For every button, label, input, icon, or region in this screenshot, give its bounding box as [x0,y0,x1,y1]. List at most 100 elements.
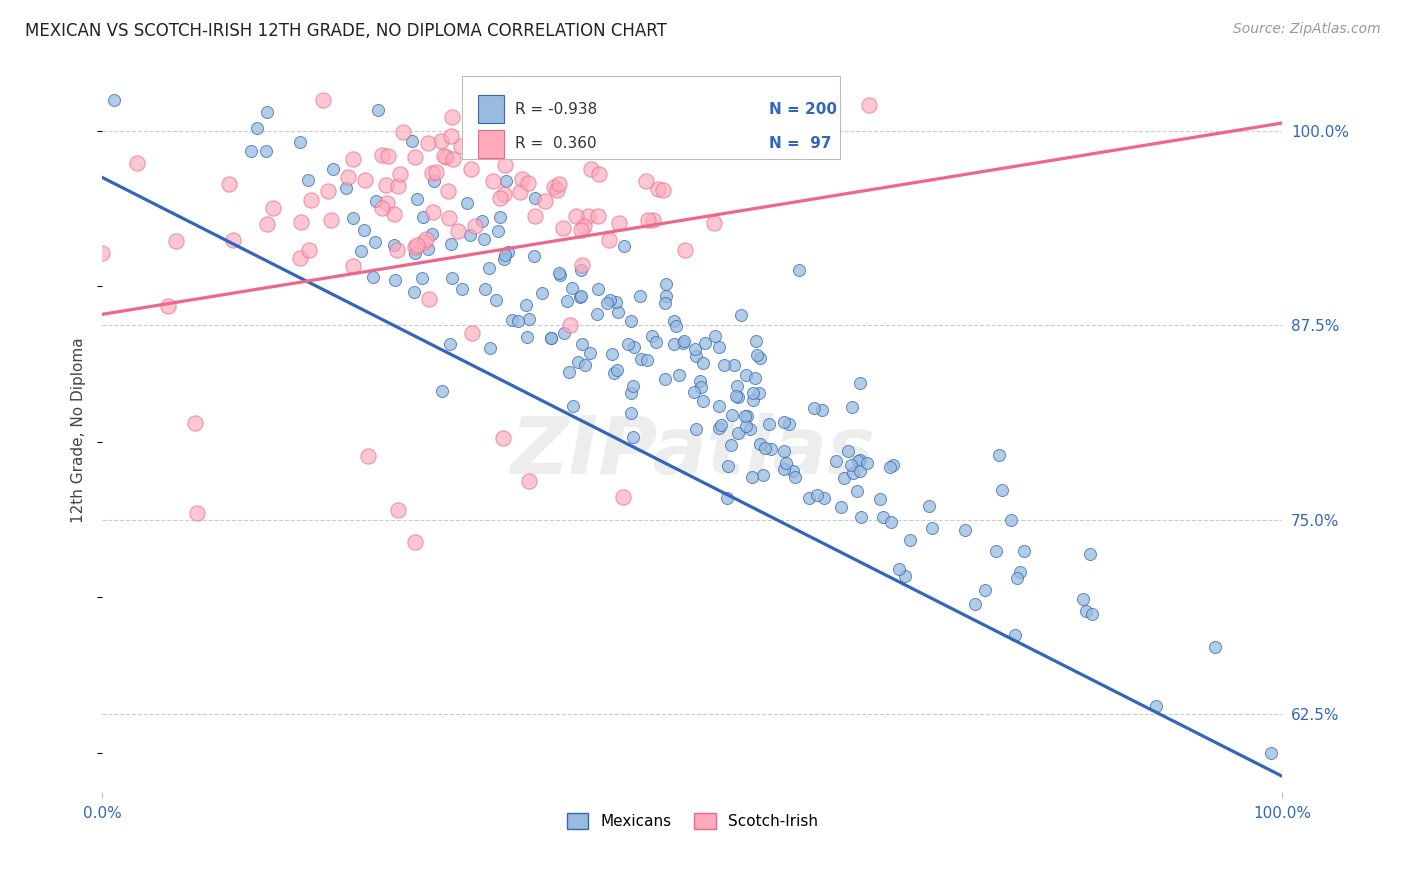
Point [474,136,496,151]
Point [849,509,872,524]
Point [579,345,602,359]
Point [710,418,733,433]
Point [350,244,373,258]
Point [450,139,472,153]
Point [662,336,685,351]
Point [488,211,510,225]
Point [668,368,690,383]
Point [401,134,423,148]
Point [713,358,735,372]
Point [441,271,464,285]
Point [841,400,863,414]
Point [297,173,319,187]
Point [848,376,870,390]
Point [882,458,904,472]
Point [1071,591,1094,606]
Point [813,491,835,506]
Point [645,334,668,349]
Point [689,374,711,388]
Point [571,258,593,272]
Point [621,430,644,444]
Point [184,417,207,431]
Point [353,222,375,236]
Point [720,409,742,423]
Point [354,172,377,186]
Point [311,93,333,107]
Point [322,161,344,176]
Point [846,484,869,499]
Point [630,351,652,366]
Point [600,347,623,361]
Point [439,336,461,351]
Point [765,121,787,136]
Text: R = -0.938: R = -0.938 [516,102,598,117]
Point [496,110,519,124]
Point [357,449,380,463]
Point [519,312,541,326]
Point [416,136,439,150]
Point [783,469,806,483]
Point [387,503,409,517]
Point [494,248,516,262]
Point [837,443,859,458]
Point [636,174,658,188]
Legend: Mexicans, Scotch-Irish: Mexicans, Scotch-Irish [561,806,824,835]
Point [872,509,894,524]
Point [856,456,879,470]
Point [830,500,852,514]
Point [420,166,443,180]
Point [464,219,486,234]
Point [558,318,581,332]
Point [606,362,628,376]
Point [754,442,776,456]
Point [894,569,917,583]
Point [744,370,766,384]
Point [415,232,437,246]
Point [752,468,775,483]
Point [430,384,453,398]
Point [673,243,696,257]
Point [703,329,725,343]
Point [986,543,1008,558]
Point [685,422,707,436]
Point [246,120,269,135]
Point [430,134,453,148]
Point [256,105,278,120]
Point [501,313,523,327]
Point [367,103,389,117]
Text: N = 200: N = 200 [769,102,837,117]
Point [741,470,763,484]
Y-axis label: 12th Grade, No Diploma: 12th Grade, No Diploma [72,337,86,523]
Point [423,174,446,188]
Point [157,299,180,313]
Point [440,128,463,143]
Point [707,340,730,354]
Point [342,153,364,167]
Point [474,232,496,246]
Point [471,213,494,227]
Point [825,454,848,468]
Text: MEXICAN VS SCOTCH-IRISH 12TH GRADE, NO DIPLOMA CORRELATION CHART: MEXICAN VS SCOTCH-IRISH 12TH GRADE, NO D… [25,22,668,40]
Point [569,288,592,302]
Point [1078,547,1101,561]
Point [636,353,658,368]
Point [1074,604,1097,618]
Text: R =  0.360: R = 0.360 [516,136,598,152]
Point [371,148,394,162]
Point [654,277,676,292]
Point [797,491,820,505]
Point [422,204,444,219]
Point [758,417,780,431]
Point [375,196,398,211]
Point [759,442,782,456]
Point [441,152,464,166]
Text: Source: ZipAtlas.com: Source: ZipAtlas.com [1233,22,1381,37]
FancyBboxPatch shape [478,95,503,123]
Point [540,331,562,345]
Point [709,421,731,435]
Point [612,491,634,505]
Point [723,359,745,373]
Point [748,386,770,401]
Point [451,282,474,296]
Point [440,237,463,252]
